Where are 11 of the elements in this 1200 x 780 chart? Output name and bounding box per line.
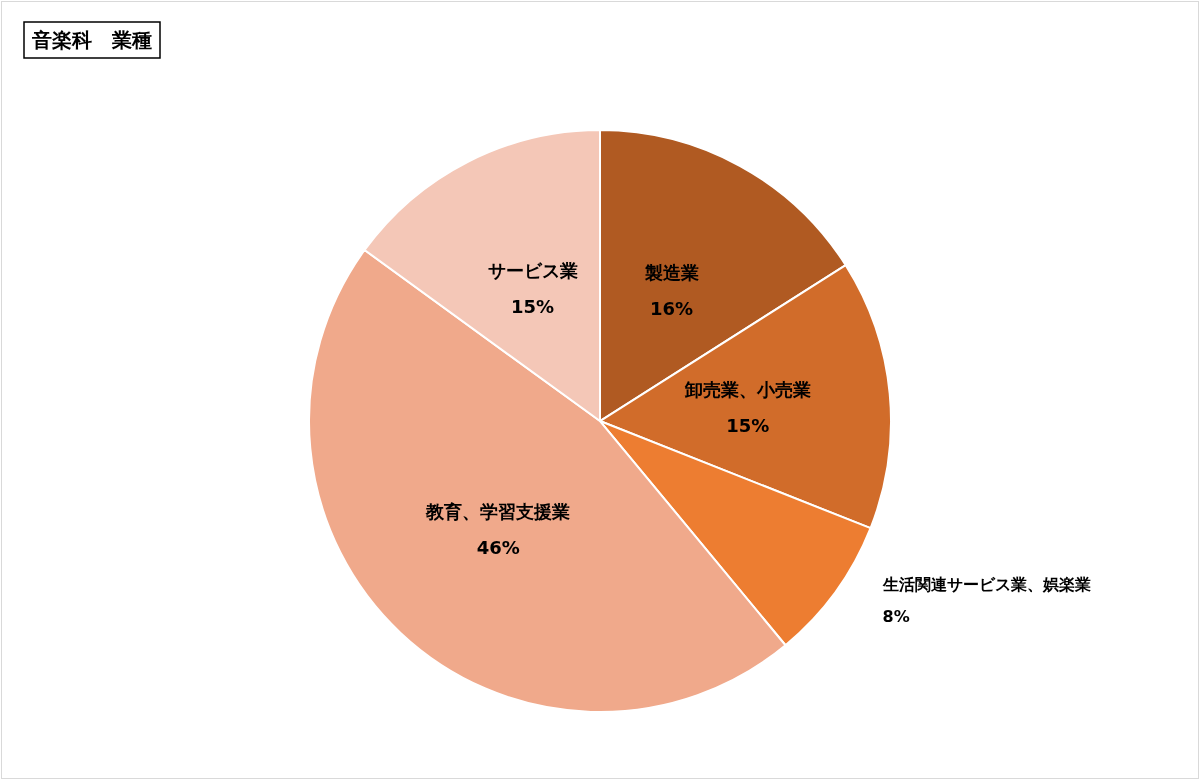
slice-label: 製造業: [643, 262, 699, 284]
data-label: 15%: [726, 414, 770, 436]
slice-label: サービス業: [487, 260, 578, 282]
slice-label: 教育、学習支援業: [425, 500, 571, 522]
data-label: 15%: [511, 296, 555, 318]
slice-label: 生活関連サービス業、娯楽業: [881, 575, 1091, 595]
text: 音楽科 業種: [31, 28, 152, 52]
data-label: 8%: [882, 607, 910, 627]
data-label: 46%: [476, 536, 520, 558]
slice-label: 卸売業、小売業: [683, 378, 811, 400]
data-label: 16%: [649, 298, 694, 320]
